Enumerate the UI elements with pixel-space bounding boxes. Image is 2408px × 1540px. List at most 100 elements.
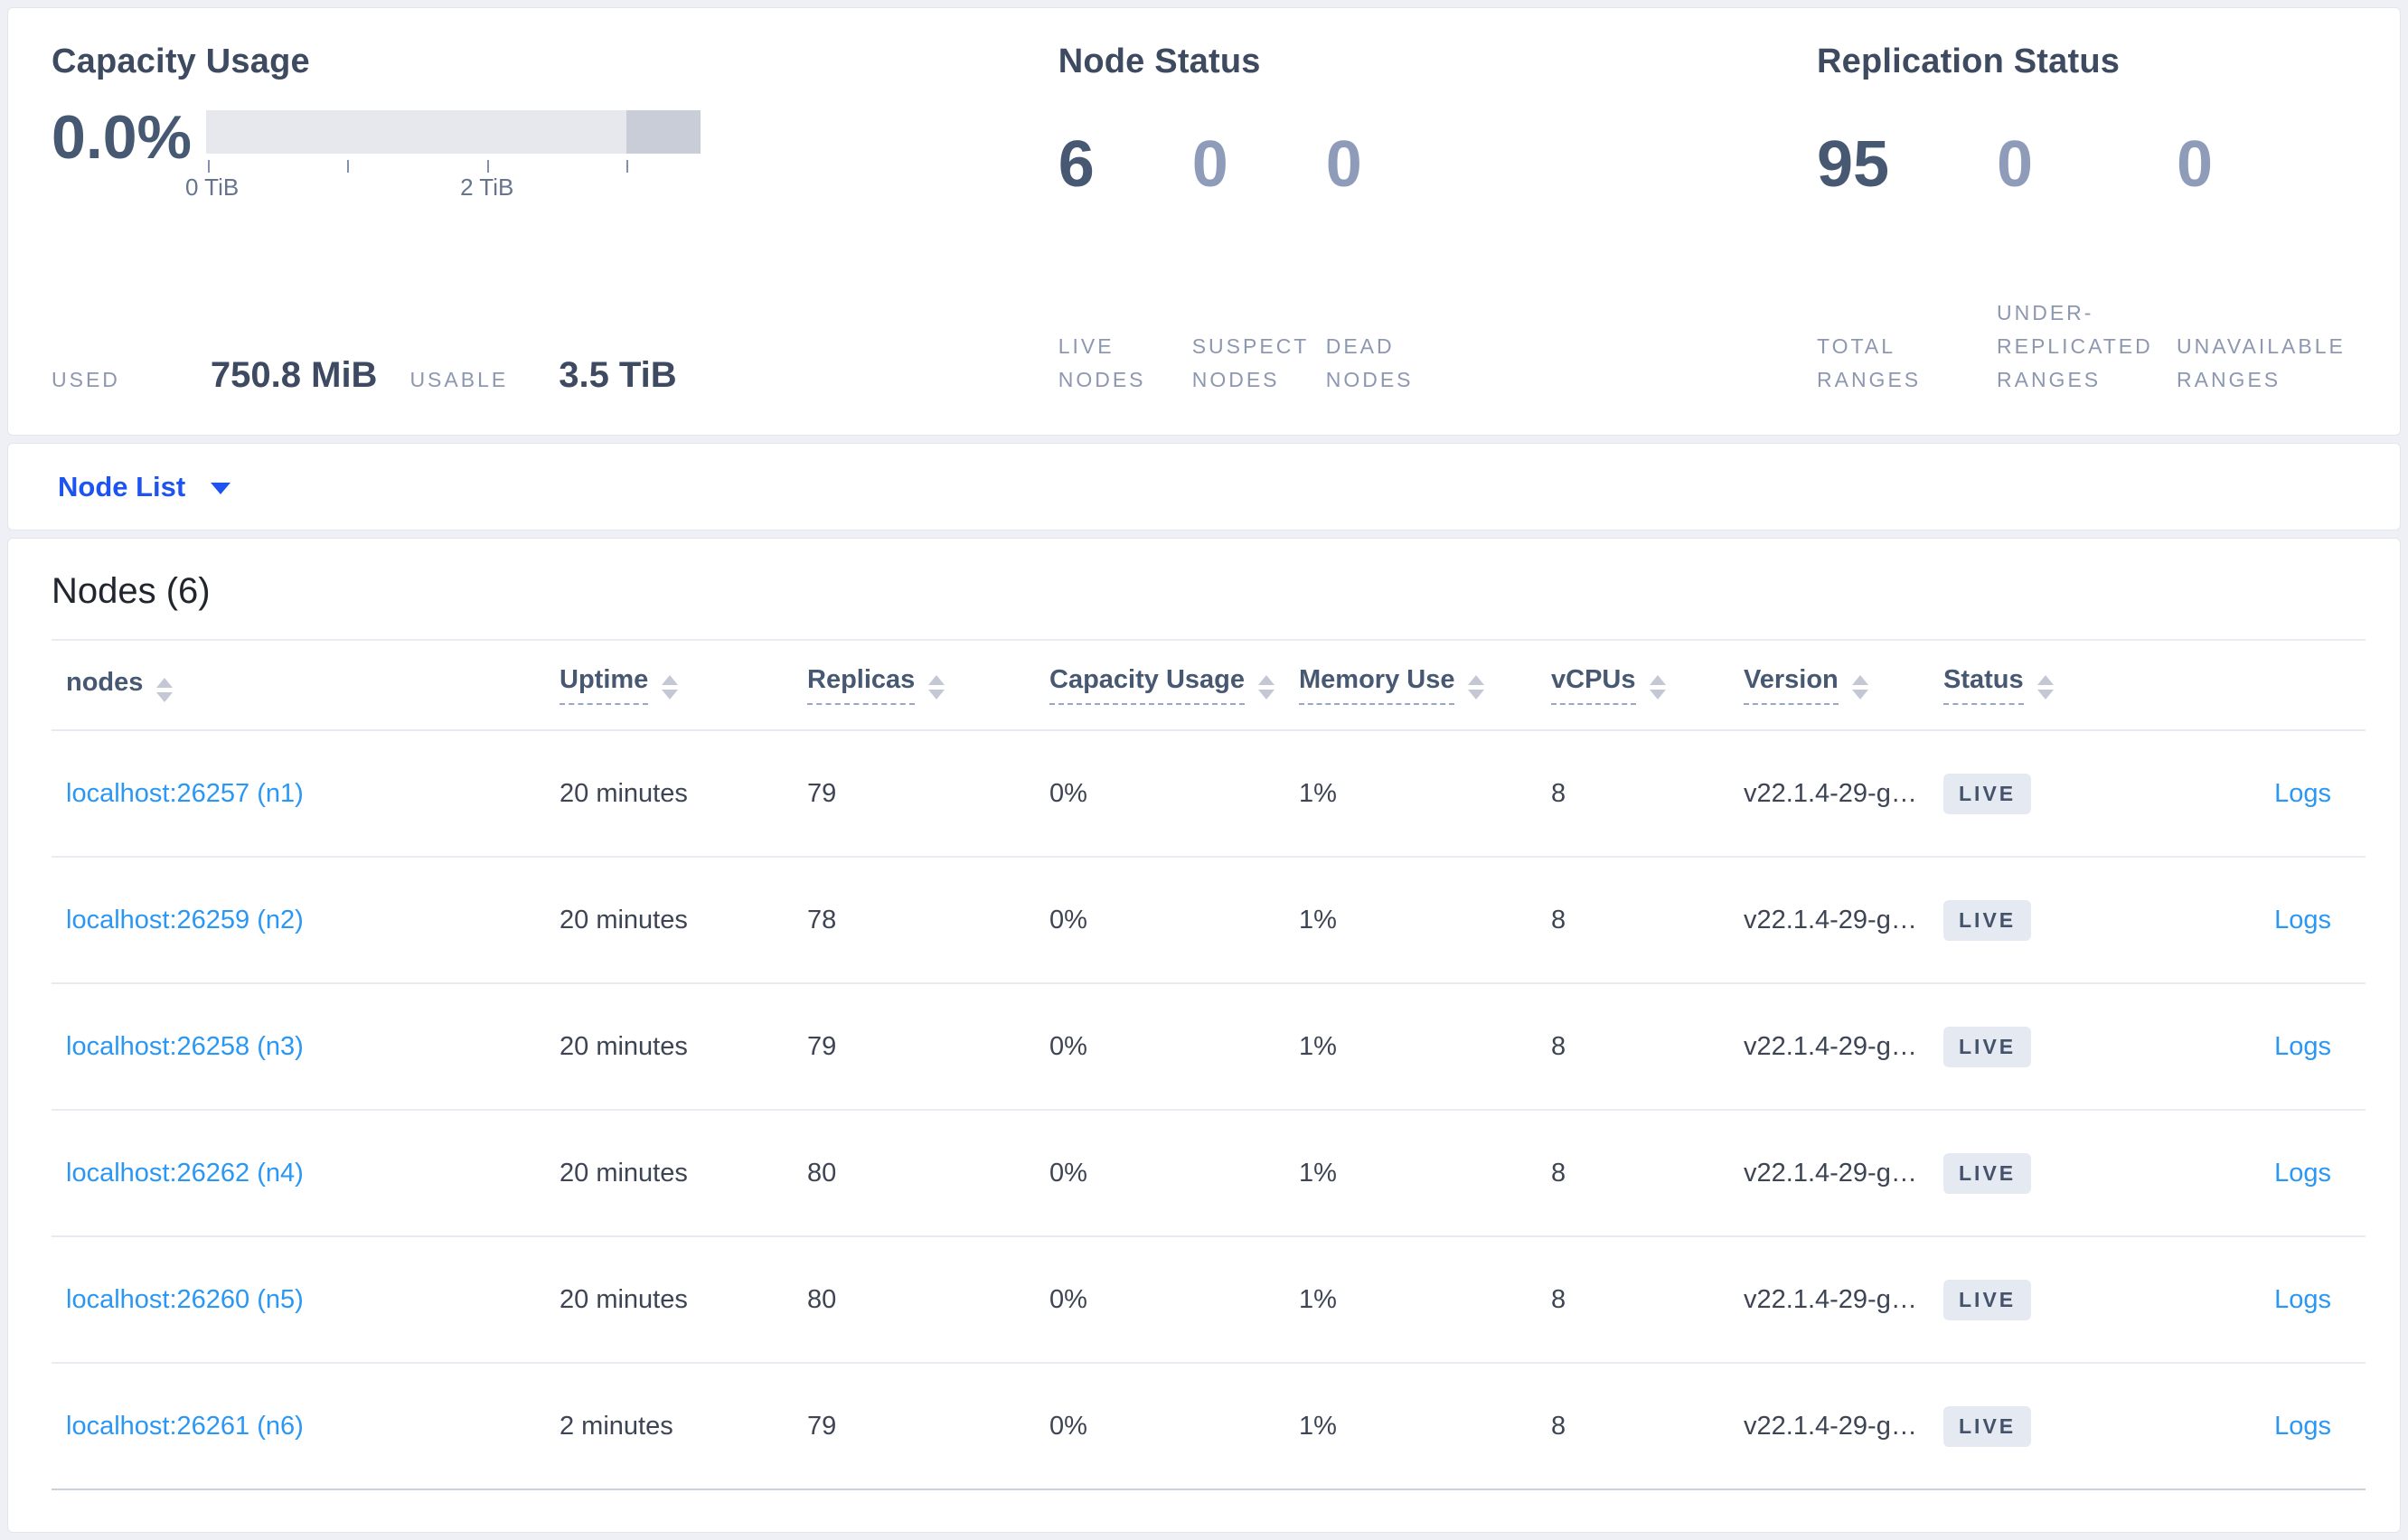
table-row: localhost:26260 (n5) 20 minutes 80 0% 1%… bbox=[52, 1236, 2366, 1363]
node-link[interactable]: localhost:26259 (n2) bbox=[66, 905, 304, 934]
memory-cell: 1% bbox=[1299, 1284, 1337, 1314]
node-link[interactable]: localhost:26257 (n1) bbox=[66, 778, 304, 808]
column-header-version[interactable]: Version bbox=[1744, 640, 1943, 730]
unavailable-ranges-stat: 0 UNAVAILABLE RANGES bbox=[2177, 108, 2356, 397]
version-cell: v22.1.4-29-g… bbox=[1744, 1158, 1917, 1188]
replicas-cell: 78 bbox=[807, 905, 837, 934]
replicas-cell: 79 bbox=[807, 1411, 837, 1441]
version-cell: v22.1.4-29-g… bbox=[1744, 778, 1917, 808]
capacity-bar-track bbox=[206, 110, 701, 154]
memory-cell: 1% bbox=[1299, 1411, 1337, 1441]
status-badge: LIVE bbox=[1943, 1279, 2032, 1320]
table-header-row: nodes Uptime Replicas Capacity Usage Mem… bbox=[52, 640, 2366, 730]
logs-link[interactable]: Logs bbox=[2274, 1158, 2331, 1188]
column-header-status[interactable]: Status bbox=[1943, 640, 2152, 730]
total-ranges-stat: 95 TOTAL RANGES bbox=[1817, 108, 1997, 397]
version-cell: v22.1.4-29-g… bbox=[1744, 1031, 1917, 1061]
memory-cell: 1% bbox=[1299, 1031, 1337, 1061]
total-ranges-label: TOTAL RANGES bbox=[1817, 334, 1922, 391]
node-list-dropdown[interactable]: Node List bbox=[58, 470, 231, 503]
uptime-cell: 20 minutes bbox=[560, 1158, 688, 1188]
vcpus-cell: 8 bbox=[1551, 778, 1566, 808]
capacity-bar: 0 TiB 2 TiB bbox=[185, 110, 701, 204]
capacity-cell: 0% bbox=[1049, 1031, 1087, 1061]
table-row: localhost:26262 (n4) 20 minutes 80 0% 1%… bbox=[52, 1110, 2366, 1236]
status-badge: LIVE bbox=[1943, 1026, 2032, 1067]
total-ranges-value: 95 bbox=[1817, 128, 1890, 201]
capacity-percent: 0.0% bbox=[52, 103, 192, 172]
node-list-dropdown-label: Node List bbox=[58, 470, 186, 502]
column-header-replicas[interactable]: Replicas bbox=[807, 640, 1049, 730]
logs-link[interactable]: Logs bbox=[2274, 778, 2331, 808]
chevron-down-icon bbox=[211, 483, 231, 494]
sort-icon bbox=[1258, 675, 1275, 700]
suspect-nodes-value: 0 bbox=[1191, 128, 1228, 201]
uptime-cell: 20 minutes bbox=[560, 905, 688, 934]
dead-nodes-stat: 0 DEAD NODES bbox=[1326, 108, 1460, 397]
logs-link[interactable]: Logs bbox=[2274, 1284, 2331, 1314]
column-header-logs-empty bbox=[2152, 640, 2366, 730]
vcpus-cell: 8 bbox=[1551, 1411, 1566, 1441]
sort-icon bbox=[1468, 675, 1485, 700]
live-nodes-value: 6 bbox=[1058, 128, 1095, 201]
vcpus-cell: 8 bbox=[1551, 1031, 1566, 1061]
nodes-table: nodes Uptime Replicas Capacity Usage Mem… bbox=[52, 639, 2366, 1490]
column-header-uptime[interactable]: Uptime bbox=[560, 640, 807, 730]
usable-value: 3.5 TiB bbox=[559, 355, 677, 395]
column-header-capacity-usage[interactable]: Capacity Usage bbox=[1049, 640, 1299, 730]
live-nodes-stat: 6 LIVE NODES bbox=[1058, 108, 1192, 397]
sort-icon bbox=[662, 675, 679, 700]
sort-icon bbox=[2036, 675, 2054, 700]
uptime-cell: 20 minutes bbox=[560, 1284, 688, 1314]
node-link[interactable]: localhost:26260 (n5) bbox=[66, 1284, 304, 1314]
replicas-cell: 80 bbox=[807, 1158, 837, 1188]
column-header-vcpus[interactable]: vCPUs bbox=[1551, 640, 1744, 730]
column-header-memory-use[interactable]: Memory Use bbox=[1299, 640, 1551, 730]
dead-nodes-value: 0 bbox=[1325, 128, 1362, 201]
column-header-nodes[interactable]: nodes bbox=[52, 640, 560, 730]
nodes-table-title: Nodes (6) bbox=[52, 571, 211, 611]
table-row: localhost:26257 (n1) 20 minutes 79 0% 1%… bbox=[52, 730, 2366, 857]
logs-link[interactable]: Logs bbox=[2274, 1031, 2331, 1061]
used-label: USED bbox=[52, 368, 120, 391]
summary-card: Capacity Usage 0.0% 0 TiB 2 TiB bbox=[7, 7, 2401, 436]
under-replicated-ranges-stat: 0 UNDER-REPLICATED RANGES bbox=[1997, 108, 2177, 397]
view-selector-bar: Node List bbox=[7, 443, 2401, 531]
under-replicated-ranges-label: UNDER-REPLICATED RANGES bbox=[1997, 301, 2153, 391]
node-link[interactable]: localhost:26258 (n3) bbox=[66, 1031, 304, 1061]
table-row: localhost:26258 (n3) 20 minutes 79 0% 1%… bbox=[52, 983, 2366, 1110]
suspect-nodes-label: SUSPECT NODES bbox=[1191, 334, 1309, 391]
suspect-nodes-stat: 0 SUSPECT NODES bbox=[1192, 108, 1326, 397]
table-row: localhost:26259 (n2) 20 minutes 78 0% 1%… bbox=[52, 857, 2366, 983]
table-row: localhost:26261 (n6) 2 minutes 79 0% 1% … bbox=[52, 1363, 2366, 1489]
capacity-bar-reserved-segment bbox=[626, 110, 701, 154]
replication-status-title: Replication Status bbox=[1817, 42, 2121, 80]
vcpus-cell: 8 bbox=[1551, 905, 1566, 934]
memory-cell: 1% bbox=[1299, 778, 1337, 808]
sort-icon bbox=[928, 675, 945, 700]
live-nodes-label: LIVE NODES bbox=[1058, 334, 1146, 391]
vcpus-cell: 8 bbox=[1551, 1158, 1566, 1188]
version-cell: v22.1.4-29-g… bbox=[1744, 905, 1917, 934]
node-link[interactable]: localhost:26261 (n6) bbox=[66, 1411, 304, 1441]
dead-nodes-label: DEAD NODES bbox=[1325, 334, 1414, 391]
logs-link[interactable]: Logs bbox=[2274, 905, 2331, 934]
usable-label: USABLE bbox=[409, 368, 509, 391]
capacity-usage-section: Capacity Usage 0.0% 0 TiB 2 TiB bbox=[52, 42, 1058, 397]
node-link[interactable]: localhost:26262 (n4) bbox=[66, 1158, 304, 1188]
status-badge: LIVE bbox=[1943, 1405, 2032, 1447]
sort-icon bbox=[156, 678, 174, 702]
capacity-bar-ticks bbox=[206, 154, 701, 174]
uptime-cell: 20 minutes bbox=[560, 778, 688, 808]
memory-cell: 1% bbox=[1299, 905, 1337, 934]
uptime-cell: 2 minutes bbox=[560, 1411, 673, 1441]
logs-link[interactable]: Logs bbox=[2274, 1411, 2331, 1441]
status-badge: LIVE bbox=[1943, 899, 2032, 941]
uptime-cell: 20 minutes bbox=[560, 1031, 688, 1061]
replication-status-section: Replication Status 95 TOTAL RANGES 0 UND… bbox=[1817, 42, 2356, 397]
tick-label-0tib: 0 TiB bbox=[184, 174, 240, 201]
version-cell: v22.1.4-29-g… bbox=[1744, 1411, 1917, 1441]
replicas-cell: 79 bbox=[807, 1031, 837, 1061]
capacity-cell: 0% bbox=[1049, 778, 1087, 808]
sort-icon bbox=[1649, 675, 1666, 700]
